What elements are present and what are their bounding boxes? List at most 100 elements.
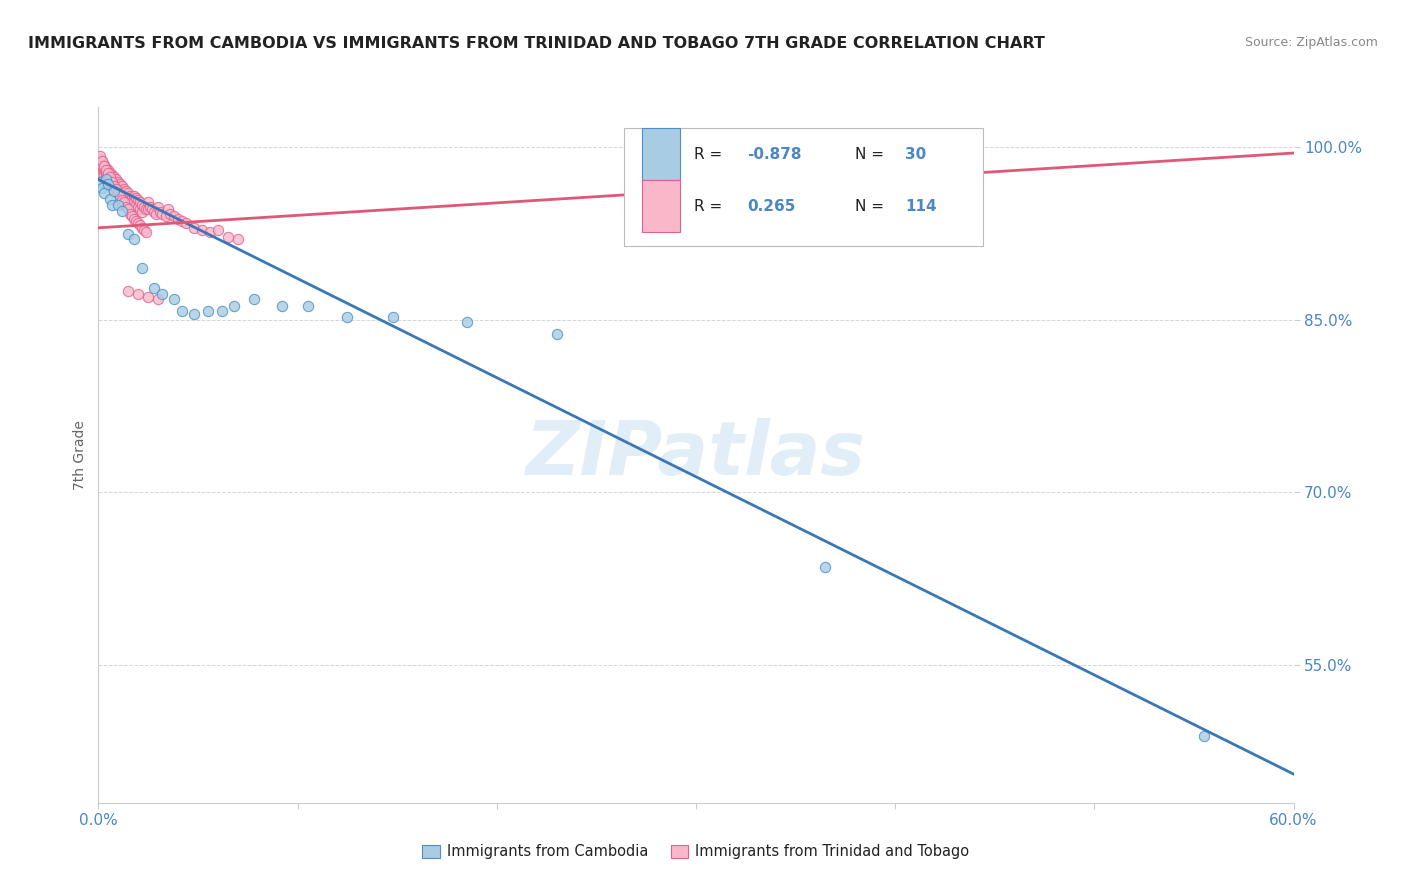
- Point: [98, 175, 122, 189]
- Point: [117, 202, 139, 217]
- Point: [124, 232, 146, 246]
- Point: [97, 177, 120, 191]
- Point: [110, 177, 132, 191]
- Point: [91, 154, 114, 169]
- Point: [124, 188, 146, 202]
- Point: [127, 193, 149, 207]
- Point: [117, 284, 139, 298]
- Point: [157, 202, 180, 217]
- Point: [93, 157, 115, 171]
- Point: [155, 209, 177, 223]
- Point: [159, 207, 181, 221]
- Text: 0.265: 0.265: [748, 199, 796, 214]
- Point: [136, 290, 159, 304]
- Point: [101, 198, 124, 212]
- Point: [89, 152, 111, 166]
- Point: [127, 287, 149, 301]
- Point: [96, 172, 118, 186]
- Y-axis label: 7th Grade: 7th Grade: [73, 420, 87, 490]
- Point: [148, 292, 170, 306]
- Point: [456, 315, 478, 329]
- Point: [103, 170, 125, 185]
- Point: [211, 303, 233, 318]
- Point: [131, 198, 153, 212]
- Point: [134, 200, 156, 214]
- Point: [139, 200, 162, 214]
- Point: [112, 186, 135, 201]
- Point: [124, 211, 146, 226]
- Point: [125, 214, 148, 228]
- Point: [105, 172, 128, 186]
- Point: [172, 214, 194, 228]
- Point: [145, 207, 167, 221]
- Point: [96, 161, 118, 175]
- Point: [115, 184, 138, 198]
- Point: [101, 175, 124, 189]
- Point: [110, 188, 132, 202]
- Text: IMMIGRANTS FROM CAMBODIA VS IMMIGRANTS FROM TRINIDAD AND TOBAGO 7TH GRADE CORREL: IMMIGRANTS FROM CAMBODIA VS IMMIGRANTS F…: [28, 36, 1045, 51]
- Point: [91, 165, 114, 179]
- Point: [117, 186, 139, 201]
- Point: [129, 219, 152, 233]
- Point: [134, 223, 156, 237]
- Point: [101, 177, 124, 191]
- Point: [101, 172, 124, 186]
- Point: [243, 292, 266, 306]
- Point: [97, 169, 120, 183]
- Point: [141, 202, 163, 217]
- Text: Source: ZipAtlas.com: Source: ZipAtlas.com: [1244, 36, 1378, 49]
- Point: [89, 163, 111, 178]
- Text: R =: R =: [693, 146, 727, 161]
- Point: [107, 184, 129, 198]
- Point: [96, 170, 118, 185]
- Point: [97, 165, 120, 179]
- Point: [143, 280, 166, 294]
- Point: [91, 154, 114, 169]
- Point: [297, 299, 319, 313]
- Point: [105, 182, 128, 196]
- Point: [207, 223, 229, 237]
- FancyBboxPatch shape: [643, 128, 681, 180]
- Point: [97, 172, 120, 186]
- Point: [174, 216, 197, 230]
- Point: [183, 220, 205, 235]
- Point: [191, 223, 214, 237]
- Point: [117, 227, 139, 241]
- Point: [136, 202, 159, 217]
- Point: [91, 169, 114, 183]
- Point: [93, 186, 115, 201]
- Point: [172, 303, 194, 318]
- Point: [120, 193, 142, 207]
- Point: [93, 161, 115, 175]
- Point: [101, 168, 124, 182]
- Point: [127, 216, 149, 230]
- Point: [98, 165, 122, 179]
- Point: [111, 179, 134, 194]
- Text: ZIPatlas: ZIPatlas: [526, 418, 866, 491]
- Point: [136, 195, 159, 210]
- Point: [382, 310, 405, 325]
- Point: [93, 159, 115, 173]
- Point: [125, 198, 148, 212]
- Text: 30: 30: [905, 146, 927, 161]
- Point: [1192, 729, 1215, 743]
- Point: [111, 193, 134, 207]
- Point: [150, 207, 173, 221]
- Point: [103, 184, 125, 198]
- Point: [121, 209, 143, 223]
- Point: [89, 175, 111, 189]
- Point: [336, 310, 359, 325]
- FancyBboxPatch shape: [624, 128, 983, 246]
- Point: [110, 182, 132, 196]
- Point: [127, 200, 149, 214]
- Point: [105, 182, 128, 196]
- Point: [107, 179, 129, 194]
- Point: [183, 307, 205, 321]
- Point: [96, 165, 118, 179]
- Point: [98, 172, 122, 186]
- Text: -0.878: -0.878: [748, 146, 801, 161]
- Point: [129, 202, 152, 217]
- Text: N =: N =: [855, 199, 889, 214]
- Point: [131, 220, 153, 235]
- Point: [270, 299, 292, 313]
